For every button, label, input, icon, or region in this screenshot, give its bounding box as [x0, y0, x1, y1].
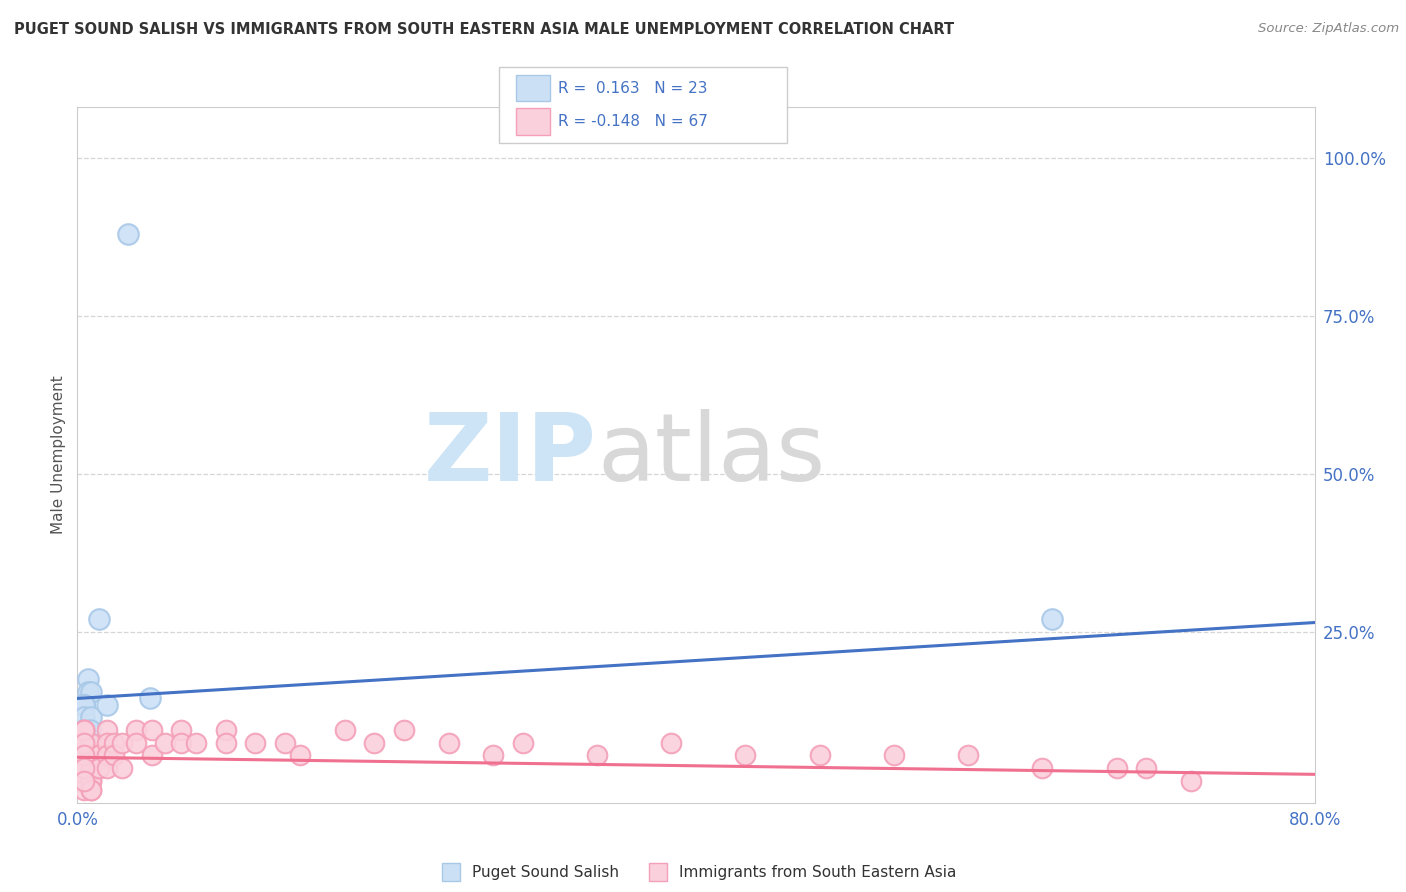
Point [72, 710, 94, 724]
Text: R =  0.163   N = 23: R = 0.163 N = 23 [558, 80, 707, 95]
Point [77, 685, 100, 699]
Point [87, 761, 110, 775]
Point [80, 736, 103, 750]
Point [72, 698, 94, 712]
Point [186, 736, 208, 750]
Point [72, 736, 94, 750]
Point [72, 723, 94, 737]
Point [70, 761, 93, 775]
Text: PUGET SOUND SALISH VS IMMIGRANTS FROM SOUTH EASTERN ASIA MALE UNEMPLOYMENT CORRE: PUGET SOUND SALISH VS IMMIGRANTS FROM SO… [14, 22, 955, 37]
Point [72, 761, 94, 775]
Point [363, 736, 385, 750]
Point [125, 723, 148, 737]
Point [96, 736, 118, 750]
Point [80, 783, 103, 797]
Point [437, 736, 460, 750]
Point [245, 736, 267, 750]
Point [72, 698, 94, 712]
Point [87, 612, 110, 626]
Point [111, 761, 134, 775]
Point [103, 748, 125, 763]
Point [734, 748, 756, 763]
Point [80, 773, 103, 788]
Point [72, 773, 94, 788]
Point [139, 691, 162, 706]
Point [80, 783, 103, 797]
Point [117, 227, 139, 241]
Point [72, 723, 94, 737]
Legend: Puget Sound Salish, Immigrants from South Eastern Asia: Puget Sound Salish, Immigrants from Sout… [430, 859, 962, 887]
Point [80, 710, 103, 724]
Point [72, 748, 94, 763]
Point [1180, 773, 1202, 788]
Point [96, 723, 118, 737]
Point [87, 761, 110, 775]
Point [72, 736, 94, 750]
Point [80, 685, 103, 699]
Point [72, 761, 94, 775]
Point [72, 736, 94, 750]
Point [72, 698, 94, 712]
Point [170, 736, 193, 750]
Point [111, 736, 134, 750]
Point [72, 736, 94, 750]
Point [80, 761, 103, 775]
Point [80, 773, 103, 788]
Point [957, 748, 980, 763]
Point [392, 723, 415, 737]
Point [70, 761, 93, 775]
Point [141, 748, 163, 763]
Point [808, 748, 831, 763]
Point [96, 698, 118, 712]
Point [72, 773, 94, 788]
Point [482, 748, 505, 763]
Point [333, 723, 356, 737]
Text: Source: ZipAtlas.com: Source: ZipAtlas.com [1258, 22, 1399, 36]
Point [512, 736, 534, 750]
Point [72, 773, 94, 788]
Point [72, 773, 94, 788]
Text: ZIP: ZIP [425, 409, 598, 501]
Point [170, 723, 193, 737]
Point [659, 736, 682, 750]
Point [72, 723, 94, 737]
Point [155, 736, 177, 750]
Point [79, 723, 101, 737]
Point [1031, 761, 1053, 775]
Point [883, 748, 905, 763]
Y-axis label: Male Unemployment: Male Unemployment [51, 376, 66, 534]
Point [215, 736, 238, 750]
Point [80, 748, 103, 763]
Point [72, 761, 94, 775]
Point [72, 783, 94, 797]
Point [80, 748, 103, 763]
Text: atlas: atlas [598, 409, 825, 501]
Point [1040, 612, 1063, 626]
Point [125, 736, 148, 750]
Text: R = -0.148   N = 67: R = -0.148 N = 67 [558, 114, 709, 129]
Point [215, 723, 238, 737]
Point [273, 736, 295, 750]
Point [72, 723, 94, 737]
Point [72, 723, 94, 737]
Point [80, 761, 103, 775]
Point [586, 748, 609, 763]
Point [1105, 761, 1128, 775]
Point [72, 761, 94, 775]
Point [87, 748, 110, 763]
Point [72, 748, 94, 763]
Point [72, 748, 94, 763]
Point [141, 723, 163, 737]
Point [77, 673, 100, 687]
Point [1135, 761, 1157, 775]
Point [72, 748, 94, 763]
Point [103, 736, 125, 750]
Point [96, 761, 118, 775]
Point [70, 773, 93, 788]
Point [72, 748, 94, 763]
Point [87, 748, 110, 763]
Point [288, 748, 311, 763]
Point [96, 748, 118, 763]
